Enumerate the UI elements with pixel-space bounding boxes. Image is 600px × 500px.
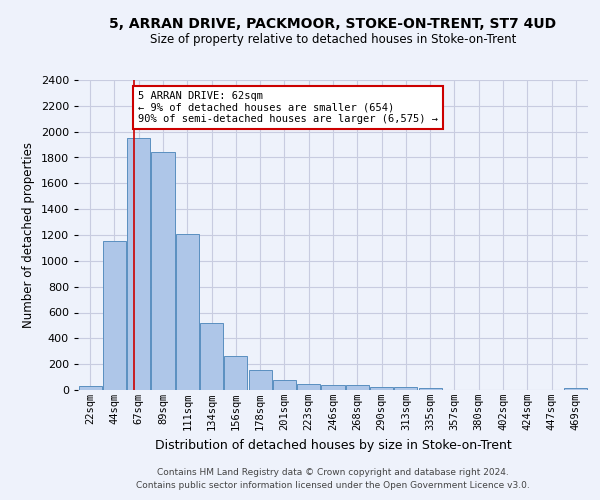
Bar: [200, 324, 223, 390]
X-axis label: Distribution of detached houses by size in Stoke-on-Trent: Distribution of detached houses by size …: [155, 438, 511, 452]
Text: 5 ARRAN DRIVE: 62sqm
← 9% of detached houses are smaller (654)
90% of semi-detac: 5 ARRAN DRIVE: 62sqm ← 9% of detached ho…: [138, 91, 438, 124]
Bar: [322, 385, 344, 390]
Text: Size of property relative to detached houses in Stoke-on-Trent: Size of property relative to detached ho…: [150, 32, 516, 46]
Bar: [565, 388, 587, 390]
Bar: [394, 388, 418, 390]
Bar: [103, 242, 126, 390]
Text: Contains public sector information licensed under the Open Government Licence v3: Contains public sector information licen…: [136, 480, 530, 490]
Bar: [248, 370, 272, 390]
Bar: [127, 138, 150, 390]
Bar: [419, 388, 442, 390]
Y-axis label: Number of detached properties: Number of detached properties: [22, 142, 35, 328]
Bar: [176, 234, 199, 390]
Text: Contains HM Land Registry data © Crown copyright and database right 2024.: Contains HM Land Registry data © Crown c…: [157, 468, 509, 477]
Text: 5, ARRAN DRIVE, PACKMOOR, STOKE-ON-TRENT, ST7 4UD: 5, ARRAN DRIVE, PACKMOOR, STOKE-ON-TRENT…: [109, 18, 557, 32]
Bar: [297, 384, 320, 390]
Bar: [370, 388, 393, 390]
Bar: [224, 356, 247, 390]
Bar: [346, 385, 369, 390]
Bar: [151, 152, 175, 390]
Bar: [79, 386, 101, 390]
Bar: [273, 380, 296, 390]
